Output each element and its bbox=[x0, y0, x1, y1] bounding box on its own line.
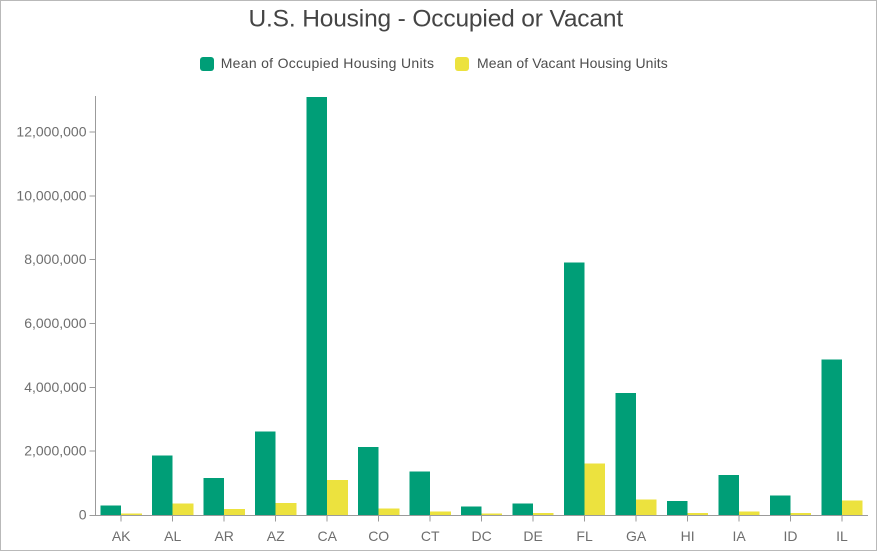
svg-text:Mean of Occupied Housing Units: Mean of Occupied Housing Units bbox=[221, 55, 435, 71]
svg-text:2,000,000: 2,000,000 bbox=[24, 443, 86, 459]
svg-text:U.S. Housing - Occupied or Vac: U.S. Housing - Occupied or Vacant bbox=[248, 5, 623, 32]
svg-text:Mean of Vacant Housing Units: Mean of Vacant Housing Units bbox=[477, 55, 668, 71]
svg-text:IL: IL bbox=[836, 528, 848, 544]
svg-text:CO: CO bbox=[368, 528, 389, 544]
svg-text:AR: AR bbox=[214, 528, 233, 544]
svg-text:IA: IA bbox=[732, 528, 746, 544]
svg-text:10,000,000: 10,000,000 bbox=[16, 187, 86, 203]
svg-text:CT: CT bbox=[421, 528, 440, 544]
svg-text:6,000,000: 6,000,000 bbox=[24, 315, 86, 331]
svg-text:CA: CA bbox=[317, 528, 337, 544]
svg-text:12,000,000: 12,000,000 bbox=[16, 124, 86, 140]
svg-text:DC: DC bbox=[471, 528, 491, 544]
svg-text:AZ: AZ bbox=[267, 528, 285, 544]
svg-text:8,000,000: 8,000,000 bbox=[24, 251, 86, 267]
svg-text:DE: DE bbox=[523, 528, 542, 544]
svg-text:4,000,000: 4,000,000 bbox=[24, 379, 86, 395]
svg-text:FL: FL bbox=[576, 528, 593, 544]
svg-text:GA: GA bbox=[626, 528, 647, 544]
svg-text:AK: AK bbox=[112, 528, 131, 544]
svg-text:0: 0 bbox=[79, 507, 87, 523]
svg-text:HI: HI bbox=[681, 528, 695, 544]
svg-text:ID: ID bbox=[784, 528, 798, 544]
svg-text:AL: AL bbox=[164, 528, 181, 544]
